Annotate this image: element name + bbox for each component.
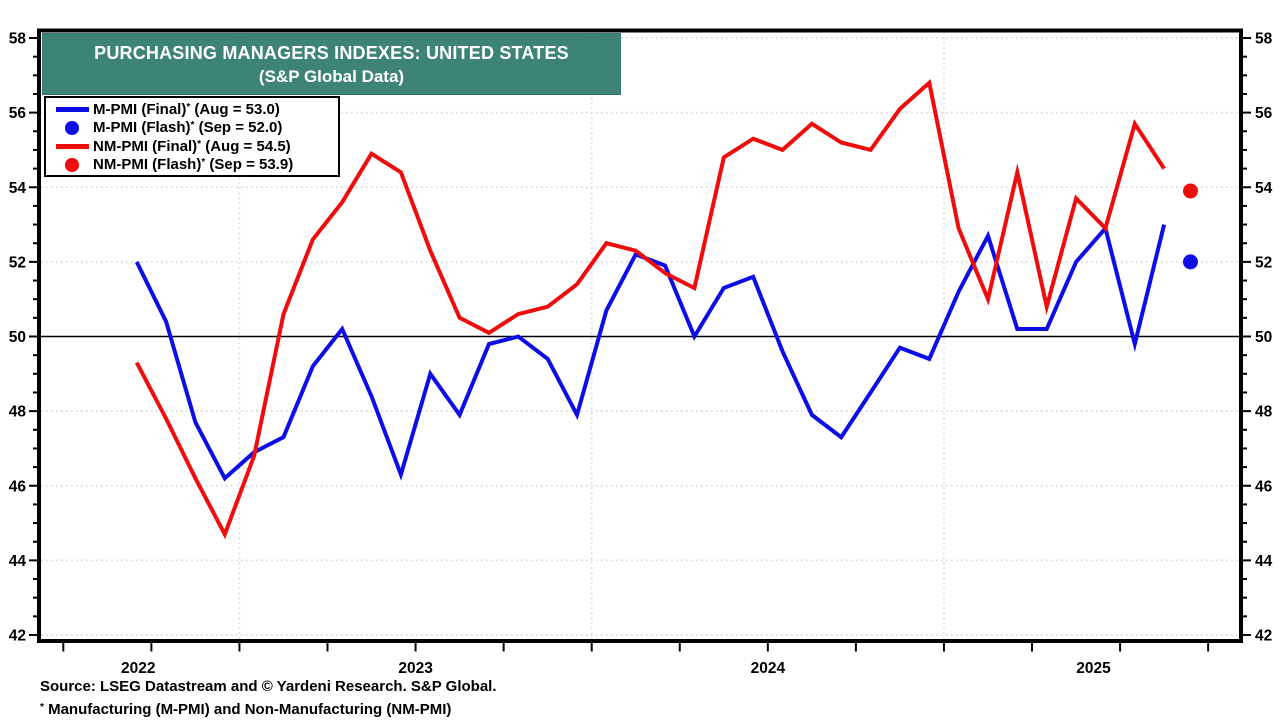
- footnote-line: * Manufacturing (M-PMI) and Non-Manufact…: [40, 701, 452, 718]
- chart-subtitle: (S&P Global Data): [258, 66, 405, 86]
- nm-pmi-flash--dot: [1182, 183, 1198, 199]
- y-tick-label-left: 56: [9, 105, 27, 122]
- blue-line-swatch-icon: [55, 107, 89, 112]
- y-tick-label-left: 58: [9, 31, 27, 48]
- source-line: Source: LSEG Datastream and © Yardeni Re…: [40, 678, 497, 695]
- y-tick-label-left: 46: [9, 478, 27, 495]
- legend-marker-cell: [51, 107, 93, 112]
- m-pmi-flash--dot: [1182, 254, 1198, 270]
- y-tick-label-left: 50: [9, 329, 26, 346]
- y-tick-label-left: 52: [9, 254, 26, 271]
- legend-marker-cell: [51, 158, 93, 172]
- y-tick-label-right: 58: [1255, 31, 1273, 48]
- x-year-label: 2025: [1076, 660, 1111, 677]
- plot-frame: [37, 28, 1243, 643]
- legend-label: M-PMI (Final)* (Aug = 53.0): [93, 100, 280, 118]
- chart-title: PURCHASING MANAGERS INDEXES: UNITED STAT…: [94, 43, 569, 64]
- x-year-label: 2023: [398, 660, 433, 677]
- y-tick-label-right: 56: [1255, 105, 1273, 122]
- legend-marker-cell: [51, 121, 93, 135]
- blue-dot-swatch-icon: [65, 121, 79, 135]
- y-tick-label-right: 44: [1255, 553, 1273, 570]
- y-tick-label-right: 48: [1255, 404, 1273, 421]
- legend-label: M-PMI (Flash)* (Sep = 52.0): [93, 119, 283, 137]
- legend-label: NM-PMI (Flash)* (Sep = 53.9): [93, 156, 294, 174]
- x-year-label: 2024: [751, 660, 786, 677]
- legend-item-nm-pmi-flash: NM-PMI (Flash)* (Sep = 53.9): [51, 156, 338, 175]
- legend-item-m-pmi-flash: M-PMI (Flash)* (Sep = 52.0): [51, 119, 338, 138]
- y-tick-label-right: 46: [1255, 478, 1273, 495]
- legend-item-nm-pmi-final: NM-PMI (Final)* (Aug = 54.5): [51, 137, 338, 156]
- chart-title-banner: PURCHASING MANAGERS INDEXES: UNITED STAT…: [42, 33, 621, 95]
- y-tick-label-right: 54: [1255, 180, 1273, 197]
- y-tick-label-left: 48: [9, 404, 27, 421]
- x-year-label: 2022: [121, 660, 155, 677]
- y-tick-label-right: 50: [1255, 329, 1272, 346]
- y-tick-label-left: 54: [9, 180, 27, 197]
- y-tick-label-left: 42: [9, 628, 26, 645]
- red-line-swatch-icon: [55, 144, 89, 149]
- y-tick-label-left: 44: [9, 553, 27, 570]
- y-tick-label-right: 42: [1255, 628, 1272, 645]
- legend: M-PMI (Final)* (Aug = 53.0) M-PMI (Flash…: [44, 96, 340, 177]
- legend-marker-cell: [51, 144, 93, 149]
- legend-item-m-pmi-final: M-PMI (Final)* (Aug = 53.0): [51, 100, 338, 119]
- legend-label: NM-PMI (Final)* (Aug = 54.5): [93, 137, 291, 155]
- nm-pmi-final--line: [134, 78, 1166, 540]
- y-tick-label-right: 52: [1255, 254, 1272, 271]
- red-dot-swatch-icon: [65, 158, 79, 172]
